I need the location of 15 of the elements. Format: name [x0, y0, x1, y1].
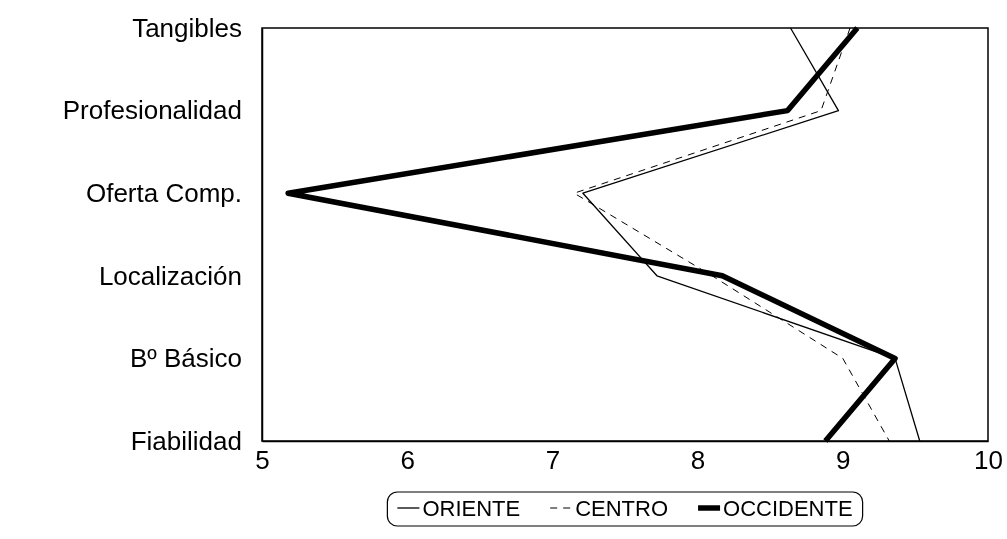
legend-label: OCCIDENTE [723, 496, 853, 521]
y-tick-label: Tangibles [132, 12, 242, 43]
x-tick-label: 5 [255, 445, 270, 476]
x-tick-label: 8 [690, 445, 706, 476]
legend-label: CENTRO [575, 496, 669, 521]
legend-label: ORIENTE [422, 496, 521, 521]
y-tick-label: Localización [98, 260, 242, 291]
x-tick-label: 10 [974, 445, 1003, 476]
y-tick-label: Fiabilidad [130, 425, 242, 456]
y-tick-label: Profesionalidad [62, 95, 242, 126]
y-tick-label: Bº Básico [129, 343, 242, 374]
y-tick-label: Oferta Comp. [85, 178, 242, 209]
x-tick-label: 9 [836, 445, 851, 476]
x-tick-label: 7 [545, 445, 561, 476]
x-tick-label: 6 [400, 445, 415, 476]
